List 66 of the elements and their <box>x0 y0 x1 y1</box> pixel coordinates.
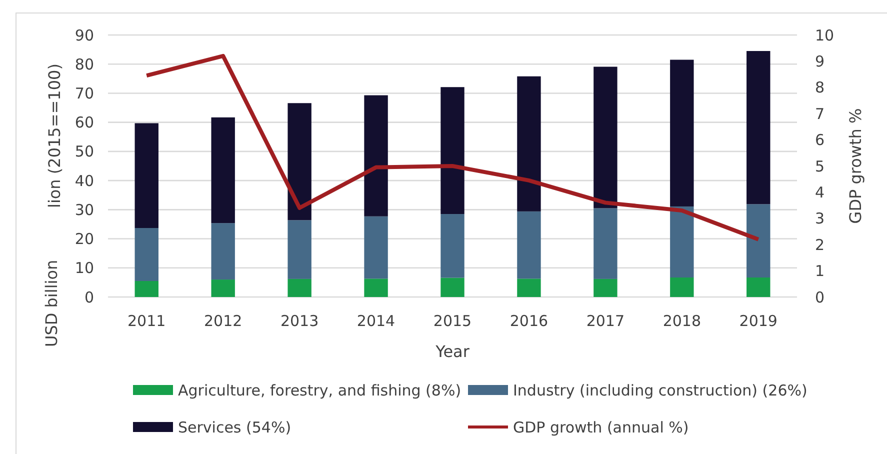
y2-tick-label: 7 <box>815 104 825 123</box>
y-tick-label: 10 <box>74 259 94 278</box>
x-tick-label: 2017 <box>586 312 625 330</box>
y-tick-label: 80 <box>74 55 94 74</box>
y-tick-label: 70 <box>74 84 94 102</box>
bar <box>364 278 388 297</box>
legend-label: Agriculture, forestry, and fishing (8%) <box>178 381 462 400</box>
bar <box>746 204 770 278</box>
x-tick-label: 2014 <box>356 312 396 330</box>
x-tick-label: 2018 <box>662 312 702 330</box>
x-tick-label: 2016 <box>510 312 548 330</box>
line-series <box>144 54 760 242</box>
bar <box>670 206 694 278</box>
bar <box>364 95 388 216</box>
bar <box>134 280 158 297</box>
y-tick-label: 90 <box>74 26 94 44</box>
x-tick-label: 2011 <box>128 312 166 330</box>
y2-tick-label: 2 <box>815 236 825 254</box>
y2-tick-label: 1 <box>815 262 825 280</box>
text: lion (2015==100) <box>45 64 64 208</box>
bar <box>517 211 541 279</box>
y2-tick-label: 8 <box>815 78 825 97</box>
bar <box>211 223 235 280</box>
x-tick-label: 2013 <box>280 312 319 330</box>
bar <box>440 278 464 297</box>
bar <box>517 76 541 212</box>
legend-label: Services (54%) <box>178 418 292 436</box>
y2-tick-label: 6 <box>815 131 825 150</box>
bar <box>440 87 464 214</box>
y-tick-label: 30 <box>74 200 94 219</box>
bar <box>288 220 312 279</box>
bar <box>211 117 235 224</box>
bar <box>670 277 694 297</box>
x-tick-label: 2012 <box>204 312 242 330</box>
bar <box>134 123 158 228</box>
y-tick-label: 20 <box>74 230 94 248</box>
y-axis-title: USD billion <box>42 260 61 347</box>
bar <box>594 208 618 279</box>
y2-tick-label: 9 <box>815 52 825 70</box>
bar <box>288 278 312 297</box>
legend-label: Industry (including construction) (26%) <box>513 381 808 400</box>
x-axis-title: Year <box>434 342 470 361</box>
legend-label: GDP growth (annual %) <box>513 418 689 436</box>
bar <box>517 278 541 297</box>
bar <box>746 277 770 297</box>
bar <box>440 214 464 278</box>
bar <box>364 216 388 279</box>
bar <box>746 51 770 204</box>
y-tick-label: 40 <box>74 172 94 190</box>
y2-tick-label: 0 <box>815 288 825 306</box>
x-tick-label: 2019 <box>739 312 778 330</box>
x-tick-label: 2015 <box>433 312 472 330</box>
y2-axis-title: GDP growth % <box>846 108 865 224</box>
y2-tick-label: 5 <box>815 157 825 176</box>
y2-tick-label: 4 <box>815 183 825 202</box>
bar <box>670 60 694 206</box>
bar <box>134 228 158 281</box>
y-tick-label: 60 <box>74 114 94 132</box>
bar <box>594 278 618 297</box>
y-tick-label: 50 <box>74 142 94 161</box>
y-tick-label: 0 <box>84 288 94 306</box>
bar <box>288 103 312 220</box>
y2-tick-label: 10 <box>815 26 834 44</box>
y2-tick-label: 3 <box>815 210 825 228</box>
bar <box>211 280 235 297</box>
bar <box>594 66 618 208</box>
